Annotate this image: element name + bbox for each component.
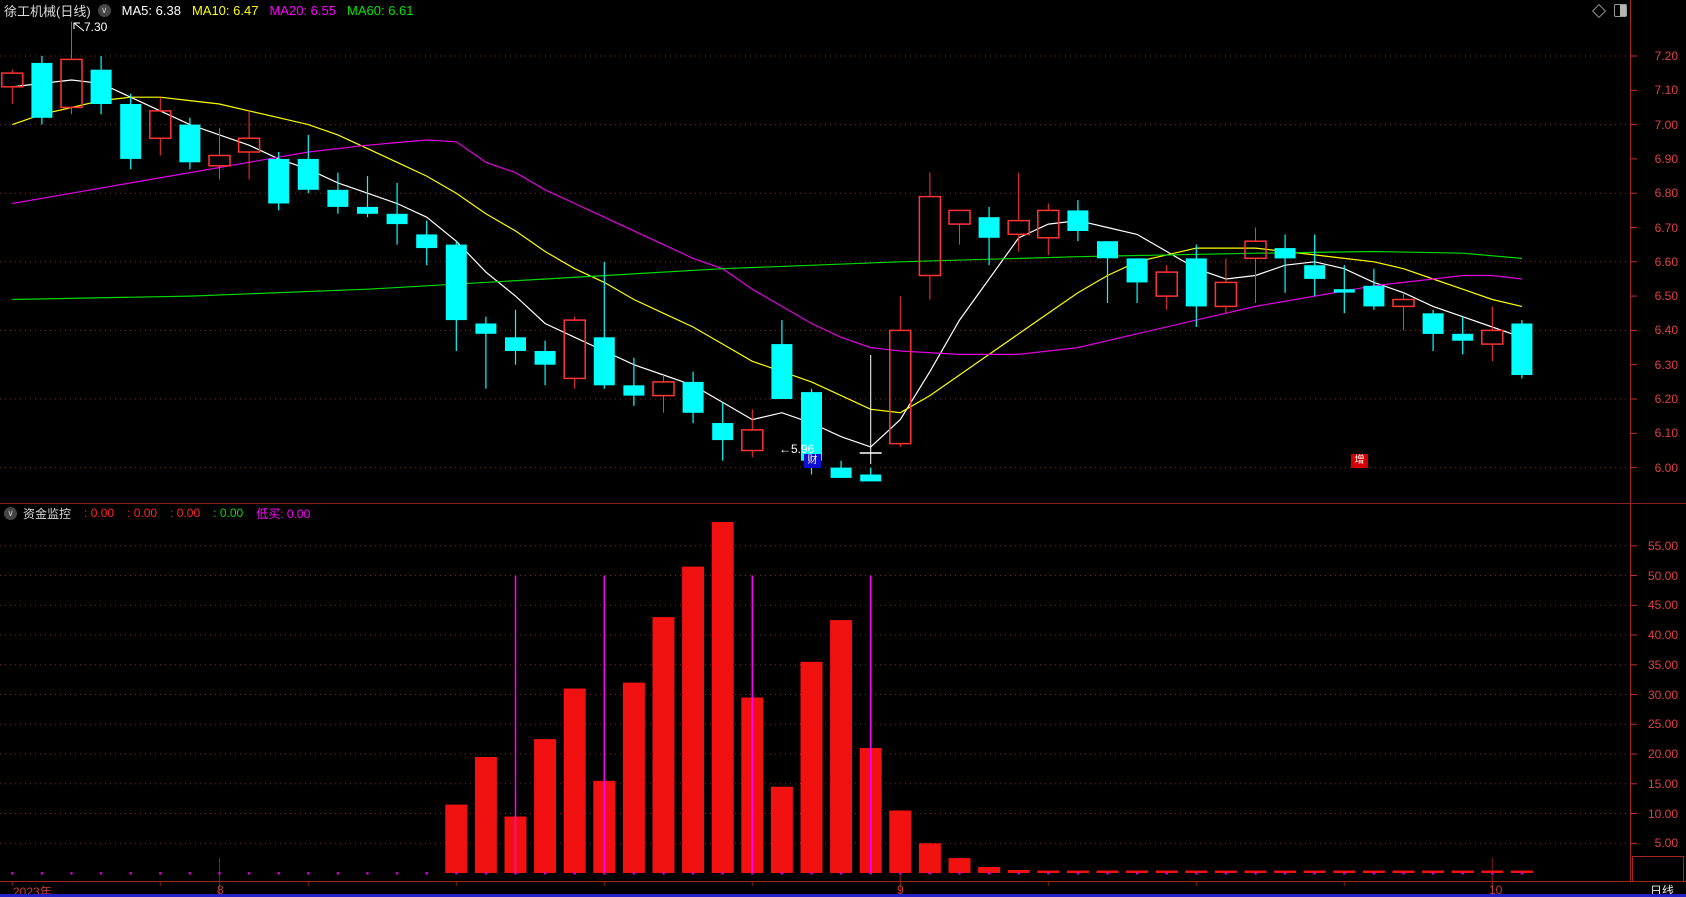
period-label[interactable]: 日线 xyxy=(1649,884,1674,897)
indicator-value: : 0.00 xyxy=(84,506,115,520)
split-square-icon[interactable] xyxy=(1614,4,1627,17)
indicator-value-lowbuy: 低买: 0.00 xyxy=(256,506,311,521)
high-price-annotation: 7.30 xyxy=(84,20,108,34)
indicator-value: : 0.00 xyxy=(213,506,244,520)
indicator-value: : 0.00 xyxy=(170,506,201,520)
low-price-annotation: ←5.96 xyxy=(779,442,815,456)
bottom-window-edge xyxy=(0,894,1686,897)
period-selector-box[interactable] xyxy=(1632,856,1684,882)
header-icons xyxy=(1591,3,1632,19)
legend-ma10: MA10: 6.47 xyxy=(191,2,259,18)
chevron-down-circle-icon[interactable]: ∨ xyxy=(4,506,17,520)
indicator-value: : 0.00 xyxy=(127,506,158,520)
legend-ma20: MA20: 6.55 xyxy=(269,2,336,18)
legend-ma60: MA60: 6.61 xyxy=(346,2,414,18)
chart-header: 徐工机械(日线) ∨ MA5: 6.38 MA10: 6.47 MA20: 6.… xyxy=(0,0,1686,20)
indicator-title[interactable]: 资金监控 xyxy=(23,506,72,521)
chevron-down-circle-icon[interactable]: ∨ xyxy=(97,3,111,17)
legend-ma5: MA5: 6.38 xyxy=(121,2,181,18)
stock-title: 徐工机械(日线) xyxy=(4,3,91,19)
event-badge-cai[interactable]: 财 xyxy=(804,454,821,468)
indicator-header: ∨ 资金监控 : 0.00 : 0.00 : 0.00 : 0.00 低买: 0… xyxy=(0,505,310,521)
event-badge-zeng[interactable]: 增 xyxy=(1351,454,1368,468)
